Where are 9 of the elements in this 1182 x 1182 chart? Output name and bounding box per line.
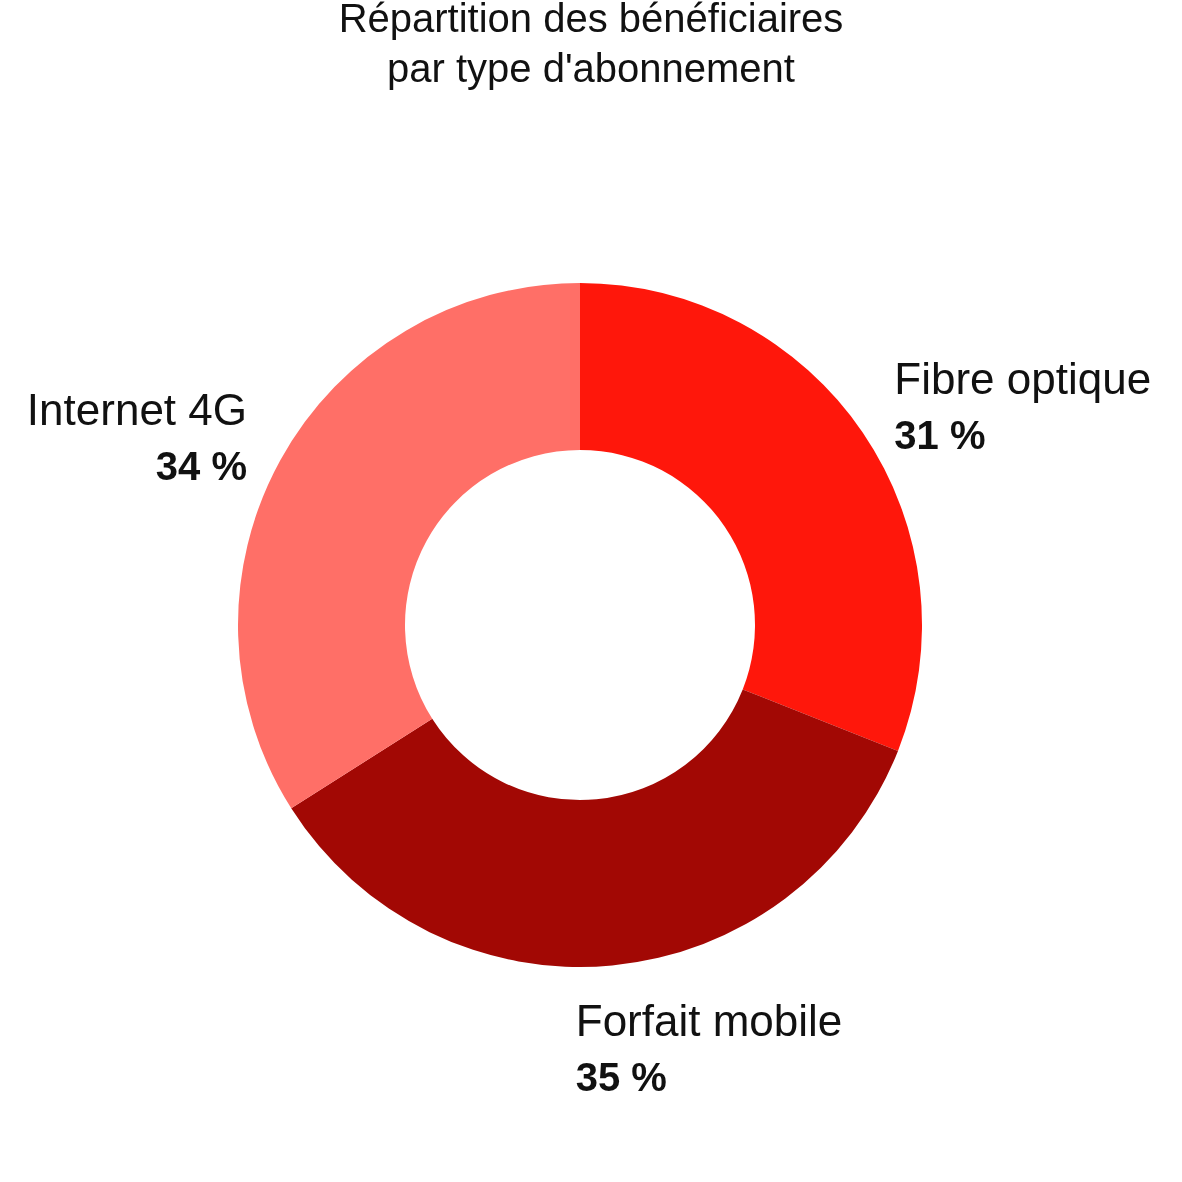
data-label: 31 %	[894, 413, 986, 458]
donut-slice	[291, 689, 898, 967]
data-label: 34 %	[155, 443, 247, 488]
slice-label: Internet 4G	[26, 384, 247, 434]
slice-label: Fibre optique	[894, 354, 1152, 404]
data-label: 35 %	[575, 1055, 667, 1100]
text: par type d'abonnement	[387, 46, 795, 90]
text: Répartition des bénéficiaires	[338, 0, 844, 40]
slice-label: Forfait mobile	[575, 996, 843, 1046]
